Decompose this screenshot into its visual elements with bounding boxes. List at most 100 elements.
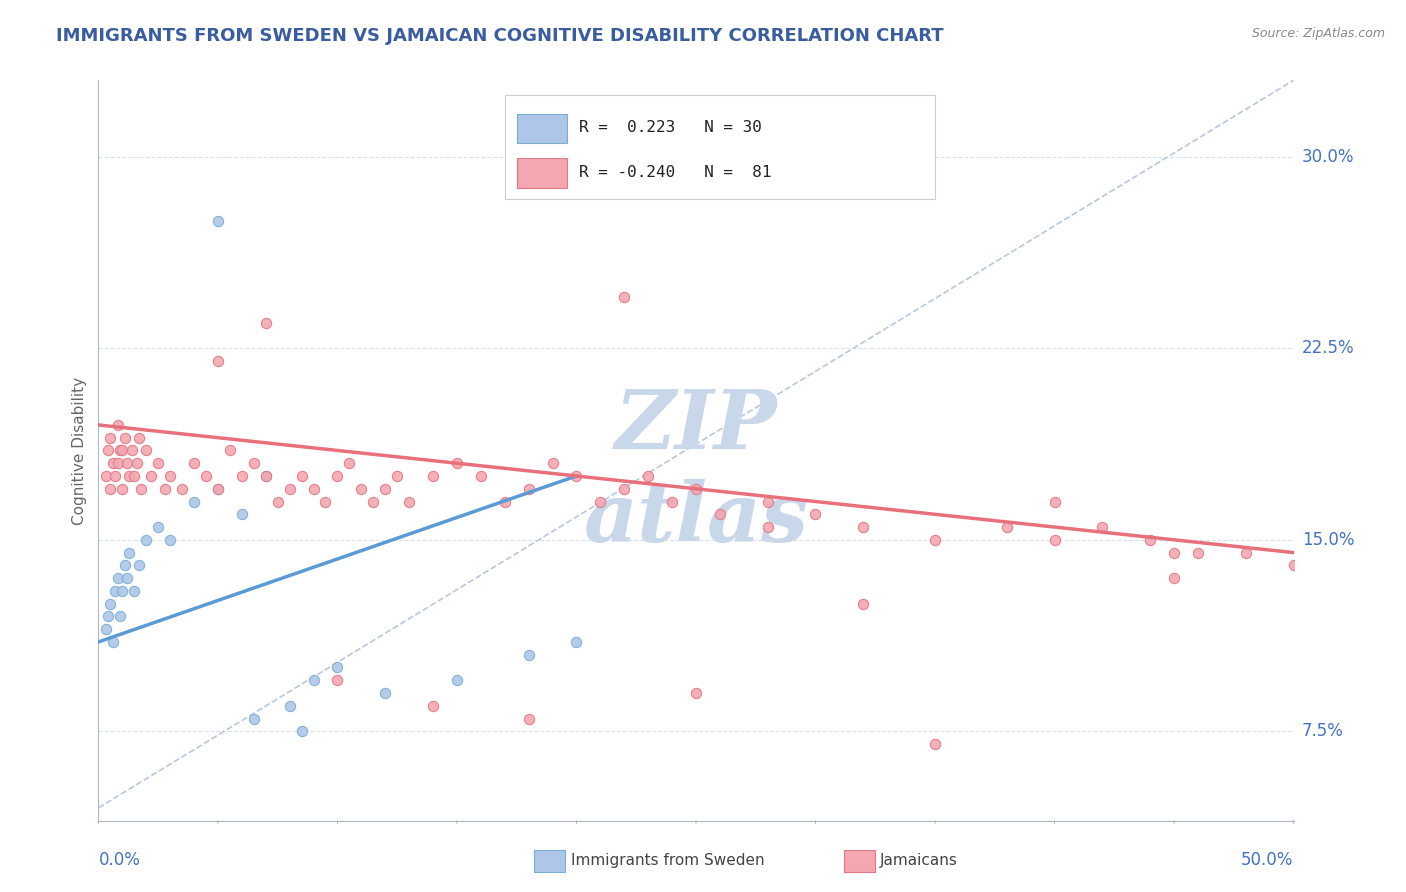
Point <box>98 482 122 496</box>
Point <box>589 494 612 508</box>
Point <box>613 290 636 304</box>
Point <box>756 520 779 534</box>
Point <box>852 597 875 611</box>
Point <box>231 508 253 522</box>
Point <box>94 469 117 483</box>
Point <box>1163 571 1185 585</box>
Text: Jamaicans: Jamaicans <box>880 854 957 868</box>
Point <box>124 583 146 598</box>
Text: 0.0%: 0.0% <box>98 851 141 869</box>
Point <box>1139 533 1161 547</box>
Point <box>97 609 120 624</box>
Point <box>159 469 181 483</box>
Point <box>804 508 827 522</box>
Y-axis label: Cognitive Disability: Cognitive Disability <box>72 376 87 524</box>
Point <box>661 494 683 508</box>
Point <box>470 469 492 483</box>
Point <box>107 571 129 585</box>
Point <box>398 494 420 508</box>
Point <box>350 482 373 496</box>
Point <box>756 494 779 508</box>
Point <box>104 469 127 483</box>
Text: 7.5%: 7.5% <box>1302 723 1344 740</box>
Point <box>128 558 150 573</box>
Point <box>148 520 170 534</box>
Point <box>207 213 229 227</box>
Point <box>1091 520 1114 534</box>
Point <box>195 469 218 483</box>
Point <box>291 469 314 483</box>
Point <box>385 469 409 483</box>
Point <box>139 469 162 483</box>
Point <box>637 469 659 483</box>
Point <box>267 494 290 508</box>
Point <box>1187 545 1209 559</box>
Point <box>565 635 588 649</box>
Point <box>1163 545 1185 559</box>
Point <box>446 456 468 470</box>
Point <box>101 635 124 649</box>
Point <box>118 545 141 559</box>
Point <box>446 673 468 688</box>
Point <box>111 482 134 496</box>
Point <box>924 533 946 547</box>
Text: 30.0%: 30.0% <box>1302 148 1354 166</box>
Point <box>124 469 146 483</box>
FancyBboxPatch shape <box>505 95 935 199</box>
Text: R = -0.240   N =  81: R = -0.240 N = 81 <box>579 165 772 179</box>
Point <box>517 482 540 496</box>
Point <box>374 686 396 700</box>
Point <box>924 737 946 751</box>
Point <box>1234 545 1257 559</box>
Point <box>541 456 564 470</box>
Point <box>183 456 205 470</box>
FancyBboxPatch shape <box>517 113 567 144</box>
Point <box>121 443 143 458</box>
Point <box>231 469 253 483</box>
Text: 22.5%: 22.5% <box>1302 339 1354 358</box>
Point <box>254 469 277 483</box>
Point <box>114 558 136 573</box>
Point <box>422 698 444 713</box>
Point <box>422 469 444 483</box>
Point <box>254 316 277 330</box>
Text: Source: ZipAtlas.com: Source: ZipAtlas.com <box>1251 27 1385 40</box>
Point <box>565 469 588 483</box>
Point <box>302 482 325 496</box>
Point <box>104 583 127 598</box>
Point <box>207 354 229 368</box>
Point <box>172 482 194 496</box>
Point <box>243 456 266 470</box>
Point <box>128 431 150 445</box>
Point <box>852 520 875 534</box>
Point <box>111 443 134 458</box>
Point <box>155 482 177 496</box>
Text: 15.0%: 15.0% <box>1302 531 1354 549</box>
Point <box>613 482 636 496</box>
Point <box>125 456 148 470</box>
Point <box>135 533 157 547</box>
Point <box>326 660 349 674</box>
Point <box>97 443 120 458</box>
Point <box>118 469 141 483</box>
Point <box>315 494 337 508</box>
Point <box>115 456 138 470</box>
Point <box>302 673 325 688</box>
FancyBboxPatch shape <box>517 158 567 187</box>
Point <box>278 698 301 713</box>
Point <box>1043 494 1066 508</box>
Point <box>291 724 314 739</box>
Point <box>135 443 157 458</box>
Point <box>709 508 731 522</box>
Text: IMMIGRANTS FROM SWEDEN VS JAMAICAN COGNITIVE DISABILITY CORRELATION CHART: IMMIGRANTS FROM SWEDEN VS JAMAICAN COGNI… <box>56 27 943 45</box>
Point <box>219 443 242 458</box>
Point <box>148 456 170 470</box>
Point <box>207 482 229 496</box>
Point <box>517 648 540 662</box>
Point <box>98 597 122 611</box>
Point <box>115 571 138 585</box>
Point <box>243 712 266 726</box>
Point <box>995 520 1018 534</box>
Point <box>108 609 131 624</box>
Text: Immigrants from Sweden: Immigrants from Sweden <box>571 854 765 868</box>
